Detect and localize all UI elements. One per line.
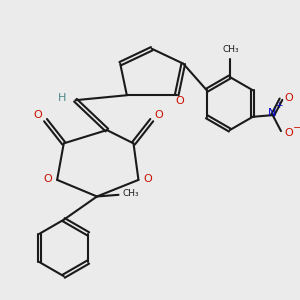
- Text: CH₃: CH₃: [222, 45, 239, 54]
- Text: O: O: [176, 96, 184, 106]
- Text: N: N: [268, 109, 276, 118]
- Text: +: +: [275, 101, 282, 110]
- Text: O: O: [284, 92, 293, 103]
- Text: O: O: [44, 174, 52, 184]
- Text: O: O: [284, 128, 293, 138]
- Text: H: H: [58, 92, 66, 103]
- Text: O: O: [155, 110, 164, 120]
- Text: O: O: [143, 174, 152, 184]
- Text: −: −: [292, 123, 300, 133]
- Text: CH₃: CH₃: [123, 189, 140, 198]
- Text: O: O: [34, 110, 43, 120]
